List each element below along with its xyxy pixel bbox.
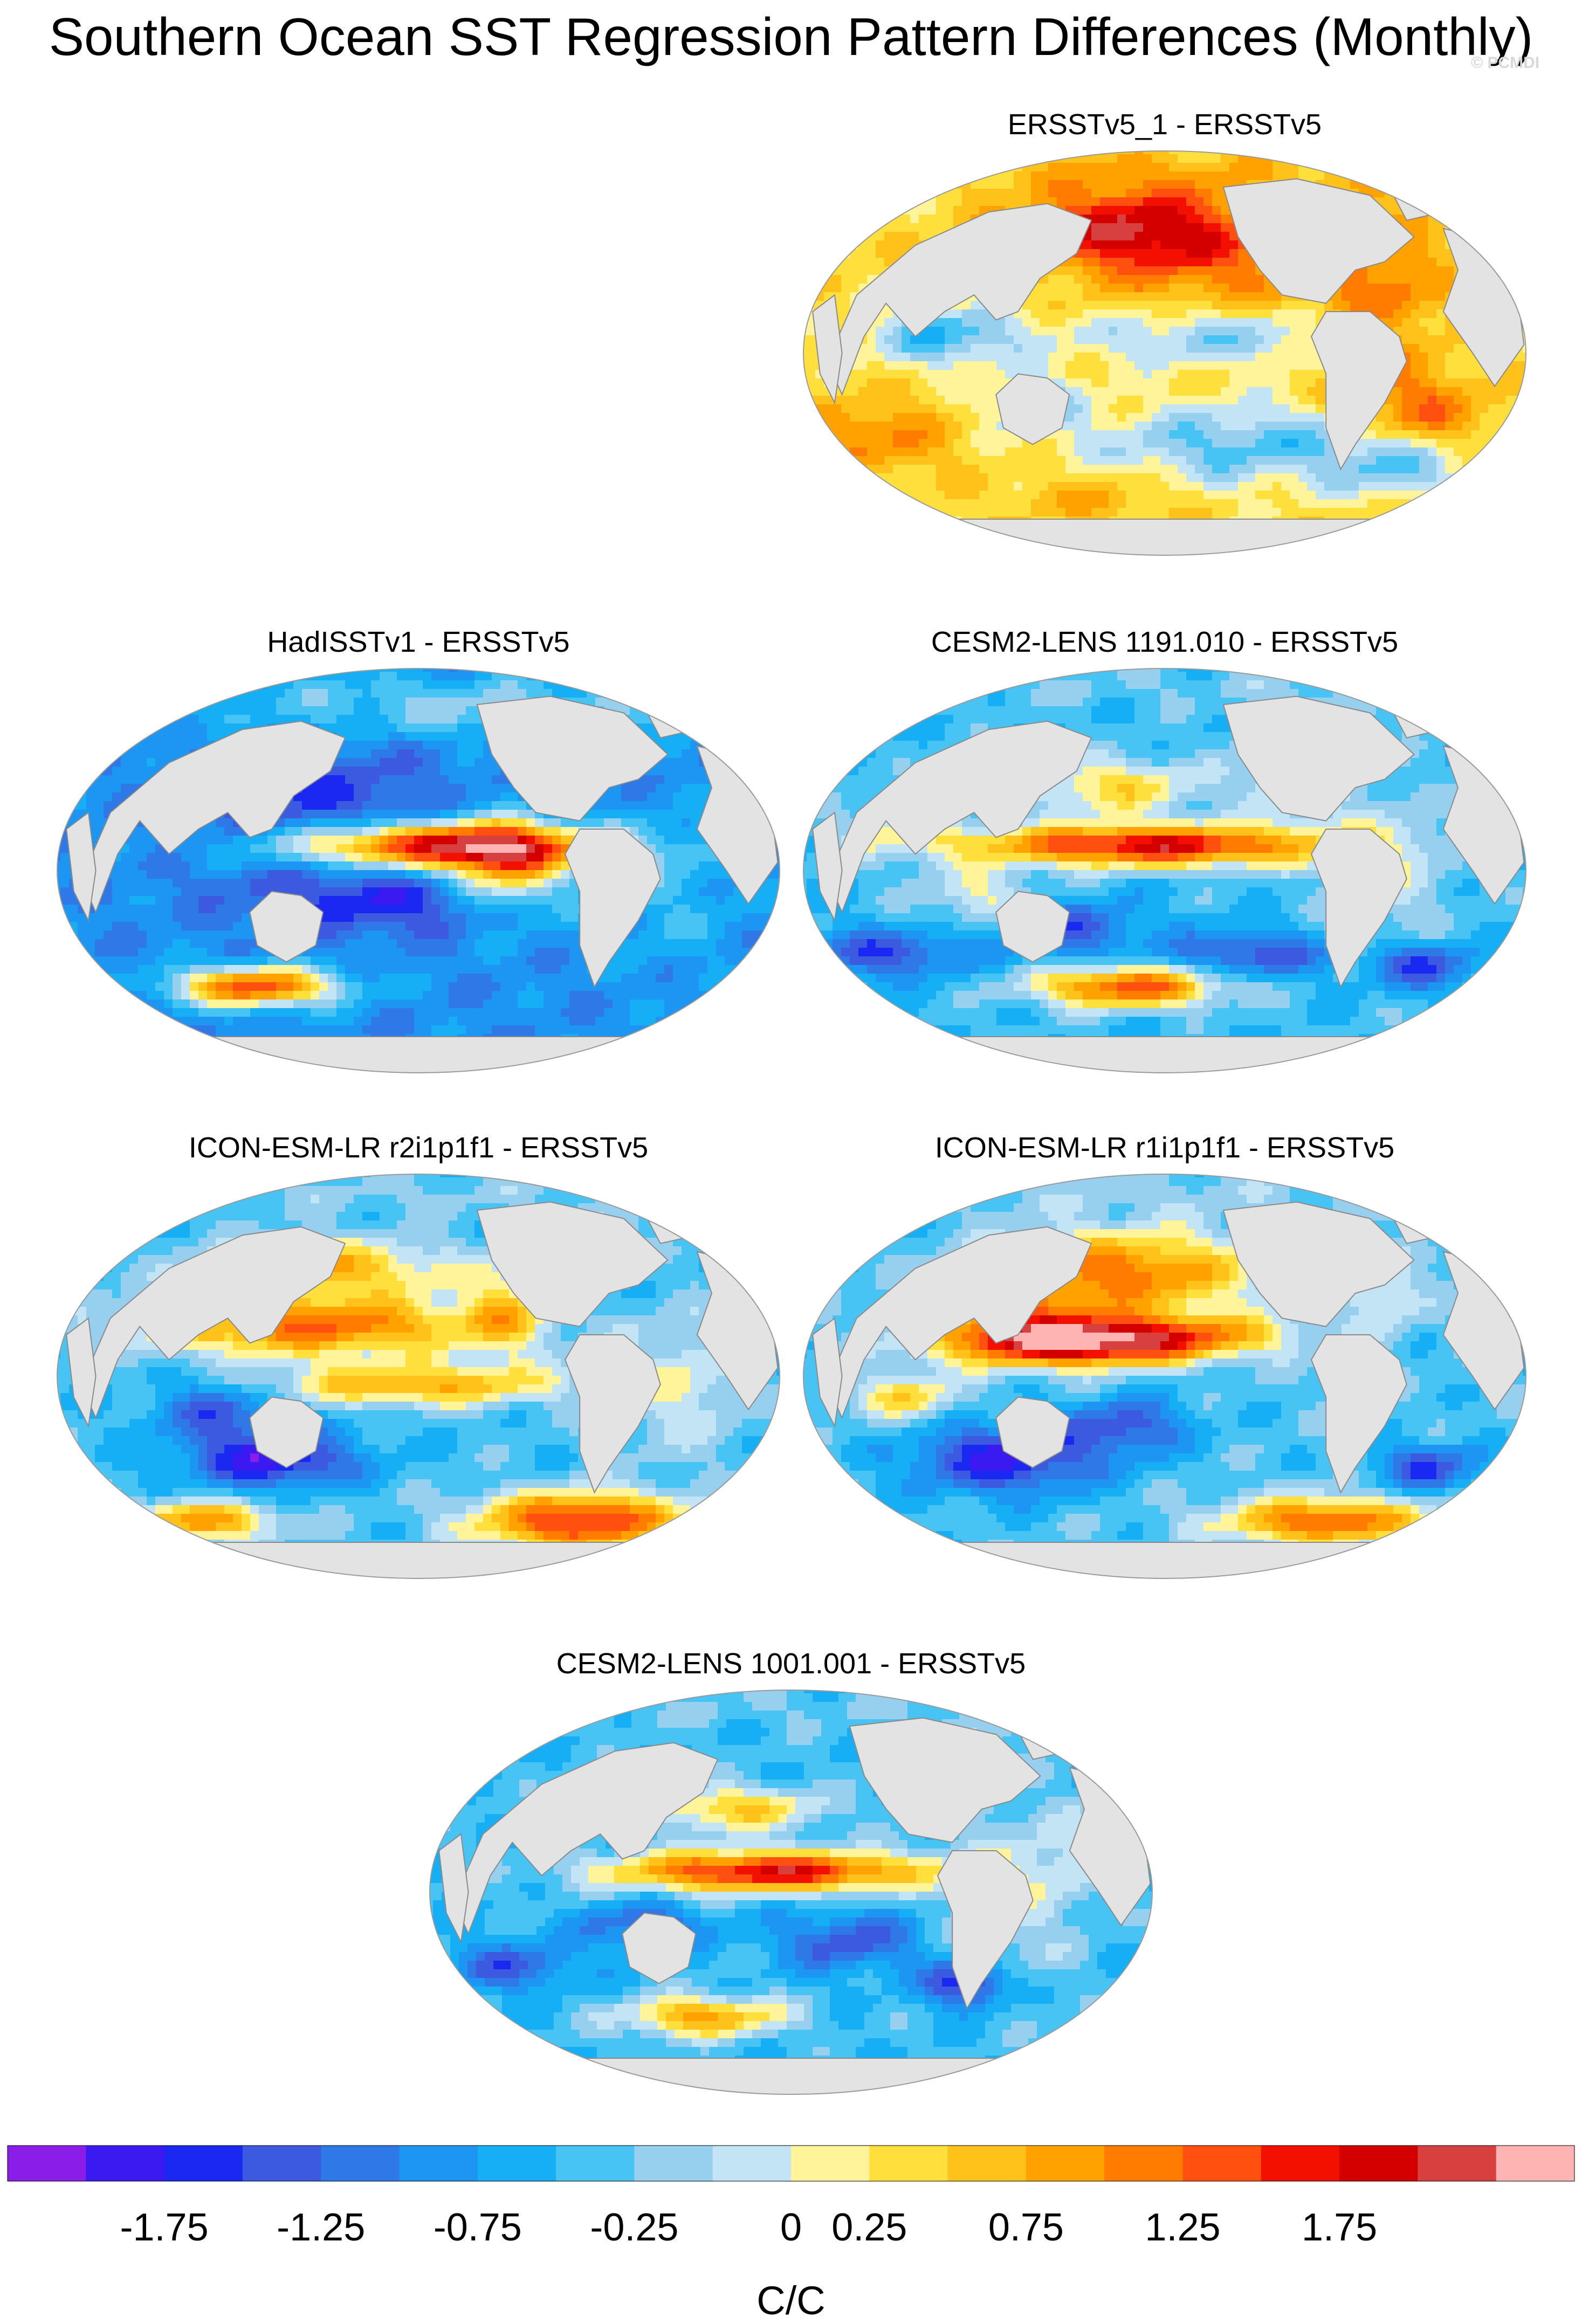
- land-antarctica: [57, 1036, 780, 1073]
- map-border: [803, 150, 1526, 556]
- figure-title: Southern Ocean SST Regression Pattern Di…: [0, 6, 1582, 67]
- colorbar-tick-label: 0: [780, 2206, 802, 2249]
- land-australia: [995, 891, 1070, 963]
- land-north-america: [1222, 695, 1415, 822]
- colorbar-tick-label: -0.75: [434, 2206, 522, 2249]
- land-south-america: [1310, 1334, 1407, 1494]
- map-border: [429, 1689, 1153, 2095]
- panel-title-3: CESM2-LENS 1191.010 - ERSSTv5: [798, 625, 1531, 659]
- colorbar-tick-label: -1.75: [120, 2206, 209, 2249]
- land-eurasia: [80, 720, 346, 914]
- colorbar-box: [164, 2146, 243, 2181]
- colorbar-box: [869, 2146, 948, 2181]
- land-africa: [438, 1833, 469, 1944]
- colorbar-box: [1182, 2146, 1262, 2181]
- colorbar: -1.75 -1.25 -0.75 -0.25 0 0.25 0.75 1.25 1.75 C/…: [7, 2145, 1575, 2323]
- colorbar-tick-label: 1.75: [1302, 2206, 1377, 2249]
- colorbar-box: [1496, 2146, 1575, 2181]
- land-antarctica: [803, 1036, 1526, 1073]
- colorbar-box: [477, 2146, 556, 2181]
- colorbar-box: [1418, 2146, 1497, 2181]
- map-panel-2: [52, 663, 785, 1078]
- land-eurasia: [453, 1742, 719, 1935]
- watermark: © PCMDI: [1471, 54, 1539, 72]
- colorbar-box: [791, 2146, 870, 2181]
- land-australia: [995, 373, 1070, 445]
- colorbar-tick-label: -1.25: [277, 2206, 365, 2249]
- panel-title-2: HadISSTv1 - ERSSTv5: [52, 625, 785, 659]
- panel-title-6: CESM2-LENS 1001.001 - ERSSTv5: [424, 1647, 1158, 1680]
- panel-title-1: ERSSTv5_1 - ERSSTv5: [798, 108, 1531, 141]
- sst-field: [803, 668, 1526, 1073]
- land-australia: [249, 891, 324, 963]
- colorbar-tick-label: -0.25: [590, 2206, 678, 2249]
- sst-field: [803, 151, 1526, 555]
- colorbar-box: [321, 2146, 400, 2181]
- panel-title-5: ICON-ESM-LR r1i1p1f1 - ERSSTv5: [798, 1131, 1531, 1164]
- land-north-america: [1222, 1201, 1415, 1327]
- land-south-america: [1310, 311, 1407, 471]
- land-eurasia: [827, 720, 1092, 914]
- land-africa: [812, 1317, 843, 1428]
- land-north-america: [476, 1201, 669, 1327]
- colorbar-unit-label: C/C: [756, 2278, 825, 2323]
- colorbar-box: [1104, 2146, 1183, 2181]
- land-antarctica: [803, 519, 1526, 555]
- colorbar-box: [399, 2146, 478, 2181]
- colorbar-box: [556, 2146, 635, 2181]
- land-africa: [812, 294, 843, 405]
- map-panel-6: [424, 1685, 1158, 2100]
- map-panel-1: [798, 146, 1531, 561]
- colorbar-box: [634, 2146, 713, 2181]
- map-panel-4: [52, 1169, 785, 1584]
- colorbar-tick-label: 1.25: [1145, 2206, 1220, 2249]
- land-australia: [995, 1396, 1070, 1468]
- colorbar-box: [8, 2146, 86, 2181]
- colorbar-box: [947, 2146, 1027, 2181]
- colorbar-box: [1261, 2146, 1340, 2181]
- land-africa: [66, 811, 97, 922]
- land-antarctica: [57, 1542, 780, 1578]
- map-panel-3: [798, 663, 1531, 1078]
- land-north-america: [1222, 178, 1415, 304]
- map-panel-5: [798, 1169, 1531, 1584]
- colorbar-box: [712, 2146, 792, 2181]
- colorbar-box: [1026, 2146, 1105, 2181]
- land-north-america: [849, 1717, 1041, 1843]
- colorbar-box: [242, 2146, 321, 2181]
- map-border: [803, 668, 1526, 1073]
- land-australia: [622, 1912, 697, 1984]
- colorbar-outline: [7, 2145, 1575, 2182]
- colorbar-tick-label: 0.75: [988, 2206, 1064, 2249]
- map-border: [57, 1174, 780, 1579]
- colorbar-box: [86, 2146, 165, 2181]
- sst-field: [430, 1690, 1152, 2094]
- land-south-america: [1310, 829, 1407, 988]
- sst-field: [57, 668, 780, 1073]
- colorbar-box: [1339, 2146, 1418, 2181]
- panel-title-4: ICON-ESM-LR r2i1p1f1 - ERSSTv5: [52, 1131, 785, 1164]
- land-south-america: [564, 829, 661, 988]
- map-border: [57, 668, 780, 1073]
- colorbar-tick-label: 0.25: [831, 2206, 907, 2249]
- map-border: [803, 1174, 1526, 1579]
- land-africa: [812, 811, 843, 922]
- colorbar-boxes: [7, 2145, 1575, 2182]
- land-south-america: [937, 1850, 1034, 2010]
- land-africa: [66, 1317, 97, 1428]
- land-eurasia: [827, 203, 1092, 396]
- land-antarctica: [430, 2058, 1152, 2094]
- land-north-america: [476, 695, 669, 822]
- land-australia: [249, 1396, 324, 1468]
- land-eurasia: [827, 1226, 1092, 1419]
- colorbar-ticks: -1.75 -1.25 -0.75 -0.25 0 0.25 0.75 1.25 1.75: [120, 2206, 1378, 2249]
- sst-field: [57, 1174, 780, 1578]
- sst-field: [803, 1174, 1526, 1578]
- land-eurasia: [80, 1226, 346, 1419]
- land-south-america: [564, 1334, 661, 1494]
- land-antarctica: [803, 1542, 1526, 1578]
